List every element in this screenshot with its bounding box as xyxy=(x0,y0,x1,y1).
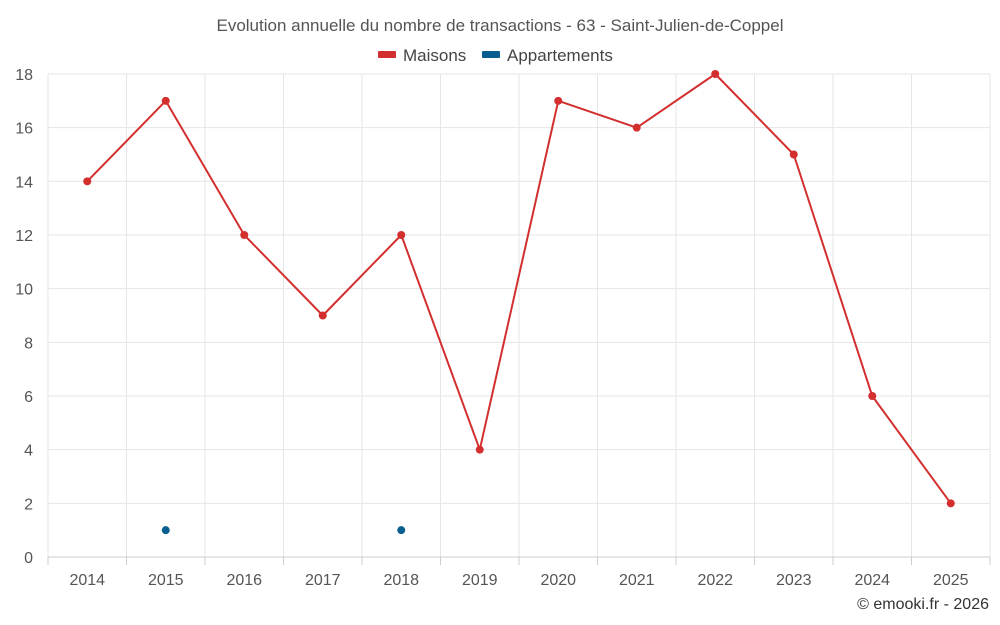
data-point-maisons[interactable] xyxy=(868,392,877,400)
data-point-maisons[interactable] xyxy=(83,177,92,186)
x-tick-label: 2024 xyxy=(854,572,890,589)
legend-item-appartements[interactable]: Appartements xyxy=(482,46,613,65)
legend-label-maisons: Maisons xyxy=(403,46,466,65)
data-point-maisons[interactable] xyxy=(632,123,641,132)
y-tick-label: 0 xyxy=(24,550,33,567)
data-point-maisons[interactable] xyxy=(789,150,798,159)
data-point-maisons[interactable] xyxy=(161,96,170,105)
data-point-appartements[interactable] xyxy=(161,526,170,535)
grid xyxy=(47,73,991,557)
axes: 0 2 4 6 8 10 12 14 16 18 2014 2015 2016 2017 2018 2019 2… xyxy=(15,67,991,589)
x-tick-label: 2020 xyxy=(540,572,576,589)
series xyxy=(83,70,955,535)
series-line-maisons xyxy=(86,73,952,505)
y-tick-label: 4 xyxy=(24,443,33,460)
y-tick-label: 10 xyxy=(15,282,33,299)
x-tick-label: 2025 xyxy=(933,572,969,589)
y-tick-label: 12 xyxy=(15,228,33,245)
y-tick-label: 18 xyxy=(15,67,33,84)
legend-swatch-maisons xyxy=(378,51,396,58)
data-point-maisons[interactable] xyxy=(318,311,327,320)
series-appartements xyxy=(161,526,406,535)
credit-text: © emooki.fr - 2026 xyxy=(857,596,989,613)
legend-label-appartements: Appartements xyxy=(507,46,613,65)
y-tick-label: 8 xyxy=(24,335,33,352)
data-point-maisons[interactable] xyxy=(475,445,484,454)
data-point-maisons[interactable] xyxy=(554,96,563,105)
data-point-maisons[interactable] xyxy=(711,70,720,78)
chart-title: Evolution annuelle du nombre de transact… xyxy=(216,16,783,35)
data-point-maisons[interactable] xyxy=(397,231,406,239)
legend: Maisons Appartements xyxy=(378,46,613,65)
data-point-appartements[interactable] xyxy=(397,526,406,535)
x-tick-label: 2017 xyxy=(305,572,341,589)
x-tick-label: 2019 xyxy=(462,572,498,589)
x-tick-label: 2021 xyxy=(619,572,655,589)
y-tick-label: 16 xyxy=(15,121,33,138)
x-tick-label: 2018 xyxy=(383,572,419,589)
x-tick-label: 2015 xyxy=(148,572,184,589)
x-tick-label: 2014 xyxy=(69,572,105,589)
y-tick-label: 2 xyxy=(24,496,33,513)
data-point-maisons[interactable] xyxy=(946,499,955,508)
y-tick-label: 6 xyxy=(24,389,33,406)
y-tick-label: 14 xyxy=(15,174,33,191)
x-tick-label: 2023 xyxy=(776,572,812,589)
series-maisons xyxy=(83,70,955,508)
x-tick-label: 2016 xyxy=(226,572,262,589)
data-point-maisons[interactable] xyxy=(240,231,249,239)
legend-item-maisons[interactable]: Maisons xyxy=(378,46,466,65)
legend-swatch-appartements xyxy=(482,51,500,58)
x-tick-label: 2022 xyxy=(697,572,733,589)
